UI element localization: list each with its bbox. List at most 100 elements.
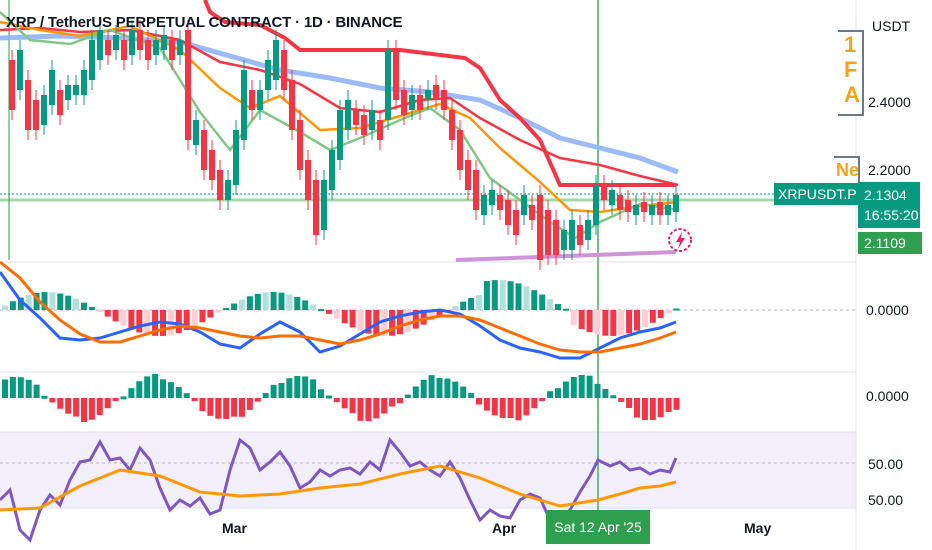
macd-histogram-bar [515, 283, 522, 310]
candle-body [633, 205, 639, 215]
momentum-histogram-bar [483, 398, 490, 411]
candle-body [337, 110, 343, 160]
momentum-histogram-bar [286, 378, 293, 398]
candle-body [617, 195, 623, 210]
momentum-histogram-bar [539, 398, 546, 401]
candle-body [409, 95, 415, 110]
macd-histogram-bar [468, 298, 475, 310]
alert-bolt-icon[interactable] [668, 228, 692, 252]
momentum-histogram-bar [73, 398, 80, 417]
candle-body [529, 205, 535, 220]
macd-histogram-bar [341, 310, 348, 324]
momentum-histogram-bar [649, 398, 656, 420]
momentum-histogram-bar [373, 398, 380, 419]
candle-body [73, 85, 79, 95]
candle-body [345, 100, 351, 130]
macd-histogram-bar [191, 310, 198, 327]
macd-histogram-bar [404, 310, 411, 332]
candle-body [281, 50, 287, 90]
macd-histogram [2, 280, 680, 336]
currency-selector[interactable]: USDT [872, 18, 911, 34]
macd-histogram-bar [562, 308, 569, 311]
momentum-histogram-bar [555, 388, 561, 398]
candle-body [257, 90, 263, 110]
momentum-histogram-bar [17, 377, 24, 398]
candle-body [153, 40, 159, 55]
momentum-histogram-bar [531, 398, 538, 409]
momentum-histogram-bar [239, 398, 245, 417]
candle-body [249, 90, 255, 110]
candle-body [377, 120, 383, 140]
candle-body [233, 130, 239, 185]
macd-histogram-bar [570, 310, 577, 326]
macd-histogram-bar [65, 295, 72, 310]
side-note-line: 1 [844, 32, 857, 57]
macd-histogram-bar [49, 292, 56, 310]
momentum-histogram-bar [325, 395, 332, 399]
candle-body [305, 160, 311, 200]
candle-body [553, 220, 559, 255]
momentum-histogram-bar [357, 398, 364, 421]
macd-histogram-bar [183, 310, 190, 331]
side-note-line: A [844, 82, 860, 107]
momentum-histogram-bar [499, 398, 506, 418]
momentum-histogram-bar [167, 382, 174, 398]
macd-histogram-bar [491, 280, 498, 310]
macd-histogram-bar [547, 299, 554, 310]
candle-body [225, 180, 231, 200]
momentum-histogram-bar [96, 398, 103, 416]
macd-histogram-bar [657, 310, 664, 319]
candle-body [385, 50, 391, 120]
momentum-histogram-bar [665, 398, 672, 413]
candle-body [457, 130, 463, 170]
momentum-histogram-bar [262, 392, 269, 398]
candle-body [297, 120, 303, 170]
ema-orange-line [0, 20, 679, 214]
momentum-histogram-bar [333, 398, 340, 403]
momentum-histogram-bar [570, 377, 577, 398]
macd-histogram-bar [665, 310, 672, 314]
side-note-line: Ne [836, 160, 860, 180]
candle-body [241, 70, 247, 140]
side-note-line: F [844, 57, 858, 82]
macd-histogram-bar [476, 295, 482, 310]
side-note-top: 1 F A [838, 30, 864, 116]
macd-histogram-bar [673, 308, 680, 311]
momentum-histogram-bar [246, 398, 253, 410]
time-axis-label: Apr [492, 520, 517, 536]
candle-body [185, 30, 191, 140]
momentum-histogram-bar [641, 398, 648, 421]
momentum-histogram-bar [207, 398, 214, 416]
macd-histogram-bar [452, 305, 459, 310]
momentum-histogram-bar [626, 398, 633, 408]
macd-histogram-bar [175, 310, 182, 334]
macd-histogram-bar [262, 292, 269, 310]
candle-body [625, 200, 631, 212]
candle-body [481, 195, 487, 215]
momentum-histogram-bar [215, 398, 222, 419]
symbol-title[interactable]: XRP / TetherUS PERPETUAL CONTRACT · 1D ·… [6, 14, 403, 31]
macd-histogram-bar [333, 310, 340, 319]
momentum-histogram-bar [673, 398, 680, 410]
macd-histogram-bar [120, 310, 127, 326]
time-axis-label: Mar [222, 520, 247, 536]
candle-body [273, 40, 279, 80]
momentum-histogram-bar [586, 375, 593, 398]
macd-histogram-bar [207, 310, 214, 318]
macd-histogram-bar [33, 292, 40, 310]
candle-body [537, 195, 543, 260]
candle-body [401, 90, 407, 115]
momentum-histogram-bar [547, 391, 554, 398]
macd-histogram-bar [325, 310, 332, 314]
candle-body [497, 195, 503, 210]
candle-body [505, 200, 511, 225]
momentum-histogram-bar [128, 388, 135, 398]
candle-body [57, 90, 63, 115]
candle-body [473, 170, 479, 210]
momentum-histogram-bar [2, 379, 8, 398]
cursor-price-tag: 2.1109 [858, 232, 922, 254]
candle-body [49, 70, 55, 105]
macd-histogram-bar [144, 310, 151, 335]
macd-histogram-bar [539, 294, 546, 310]
